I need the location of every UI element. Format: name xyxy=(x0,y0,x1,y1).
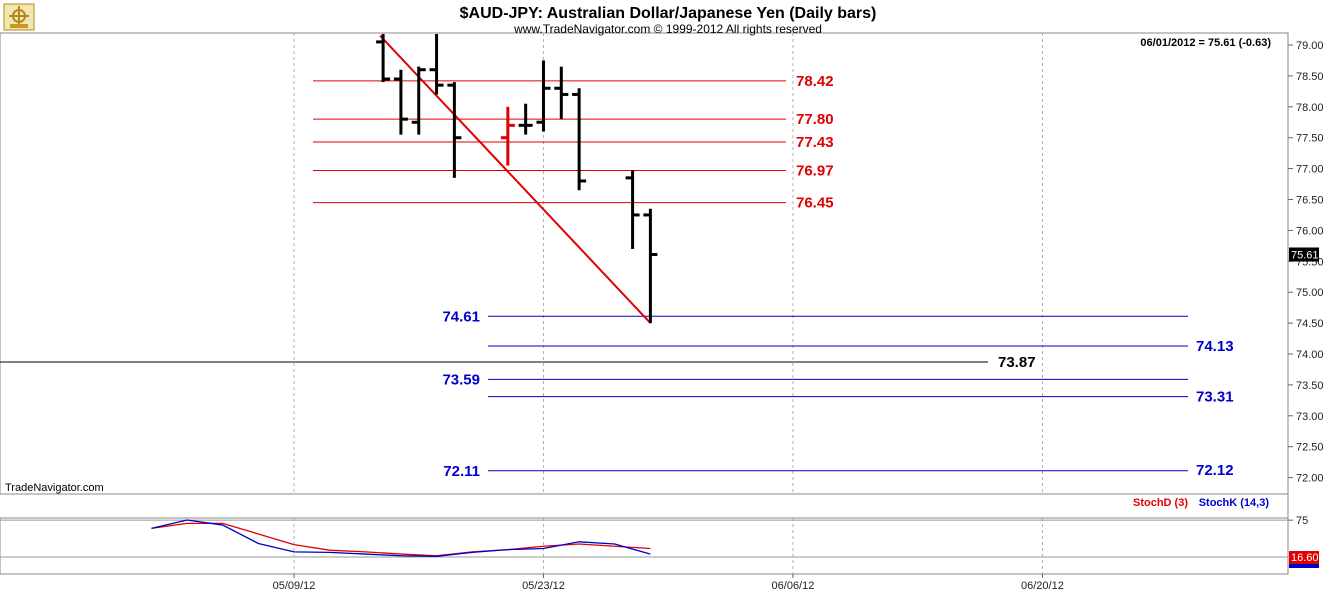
ohlc-bar xyxy=(643,208,658,324)
ohlc-bar xyxy=(393,69,408,135)
resistance-level-label: 76.97 xyxy=(796,162,834,179)
price-tick-label: 77.00 xyxy=(1296,164,1324,176)
ohlc-bar xyxy=(554,66,569,120)
price-tick-label: 76.00 xyxy=(1296,225,1324,237)
support-level-label: 74.13 xyxy=(1196,338,1234,355)
last-price-label: 75.61 xyxy=(1291,250,1319,262)
tradenavigator-compass-icon xyxy=(3,3,35,31)
date-tick-label: 05/09/12 xyxy=(273,580,316,592)
last-price-box xyxy=(1289,247,1319,262)
stoch-k-legend: StochK (14,3) xyxy=(1199,497,1270,509)
stoch-k-last-value-box xyxy=(1289,564,1319,568)
price-tick-label: 74.00 xyxy=(1296,349,1324,361)
resistance-level-label: 78.42 xyxy=(796,73,834,90)
support-level-label: 72.12 xyxy=(1196,462,1234,479)
down-trendline xyxy=(379,35,652,324)
resistance-level-label: 77.80 xyxy=(796,111,834,128)
pivot-level-label: 73.87 xyxy=(998,354,1036,371)
price-tick-label: 76.50 xyxy=(1296,195,1324,207)
date-tick-label: 06/20/12 xyxy=(1021,580,1064,592)
price-tick-label: 79.00 xyxy=(1296,40,1324,52)
ohlc-bar xyxy=(447,82,462,178)
trendline-layer xyxy=(379,35,652,324)
price-tick-label: 77.50 xyxy=(1296,133,1324,145)
price-tick-label: 72.00 xyxy=(1296,473,1324,485)
stochastic-panel: 75 16.60 xyxy=(0,515,1319,568)
resistance-level-label: 76.45 xyxy=(796,195,834,212)
ohlc-bar xyxy=(625,170,640,249)
stoch-last-value-label: 16.60 xyxy=(1291,552,1319,564)
price-levels: 78.42 77.80 77.43 76.97 76.45 74.61 74.13 73.59… xyxy=(0,73,1234,480)
price-axis: 79.0078.5078.0077.5077.0076.5076.0075.50… xyxy=(1288,40,1324,485)
indicator-plot-area xyxy=(0,517,1289,575)
price-tick-label: 73.50 xyxy=(1296,380,1324,392)
price-tick-label: 78.50 xyxy=(1296,71,1324,83)
main-plot-area xyxy=(0,32,1289,495)
support-level-label: 74.61 xyxy=(442,308,480,325)
date-tick-label: 06/06/12 xyxy=(772,580,815,592)
stoch-d-legend: StochD (3) xyxy=(1133,497,1188,509)
copyright-subtitle: www.TradeNavigator.com © 1999-2012 All r… xyxy=(513,22,822,36)
price-bars xyxy=(376,34,658,324)
ohlc-bar xyxy=(536,60,551,132)
stoch-k-line xyxy=(151,519,651,557)
ohlc-bar xyxy=(572,88,587,191)
ohlc-bar xyxy=(376,34,391,83)
date-axis: 05/09/12 05/23/12 06/06/12 06/20/12 xyxy=(273,574,1064,592)
ohlc-bar xyxy=(429,34,444,95)
grid xyxy=(293,33,1043,574)
price-tick-label: 75.00 xyxy=(1296,287,1324,299)
stoch-tick-label: 75 xyxy=(1296,515,1308,527)
price-tick-label: 72.50 xyxy=(1296,442,1324,454)
price-tick-label: 78.00 xyxy=(1296,102,1324,114)
ohlc-bar xyxy=(411,66,426,135)
price-readout: 06/01/2012 = 75.61 (-0.63) xyxy=(1140,37,1271,49)
ohlc-bar xyxy=(518,103,533,135)
price-tick-label: 73.00 xyxy=(1296,411,1324,423)
stoch-d-line xyxy=(151,522,651,557)
date-tick-label: 05/23/12 xyxy=(522,580,565,592)
support-level-label: 73.31 xyxy=(1196,389,1234,406)
chart-title: $AUD-JPY: Australian Dollar/Japanese Yen… xyxy=(460,5,877,22)
price-tick-label: 74.50 xyxy=(1296,318,1324,330)
support-level-label: 73.59 xyxy=(442,371,480,388)
resistance-level-label: 77.43 xyxy=(796,134,834,151)
support-level-label: 72.11 xyxy=(443,463,480,480)
stoch-last-value-box xyxy=(1289,551,1319,564)
watermark: TradeNavigator.com xyxy=(5,482,104,494)
ohlc-bar xyxy=(500,106,515,166)
